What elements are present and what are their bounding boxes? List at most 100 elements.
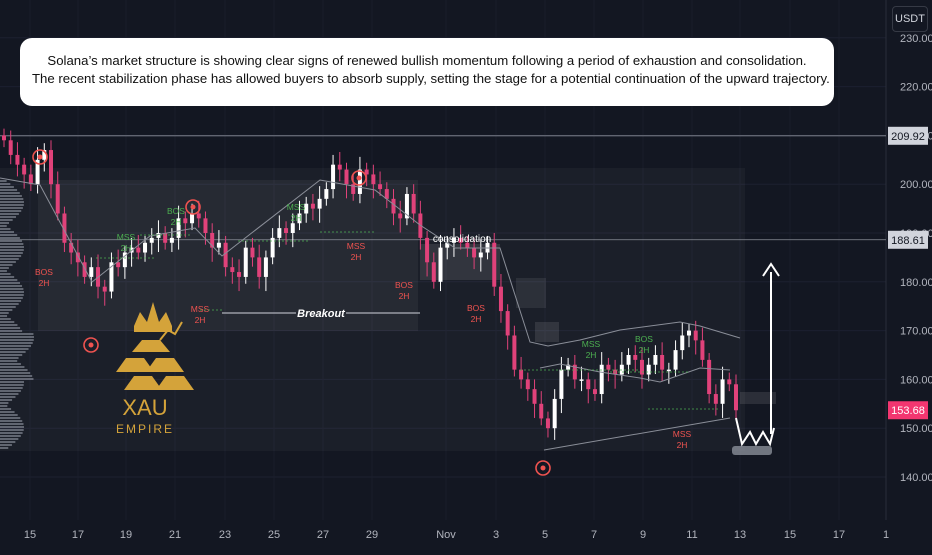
volume-bar — [0, 225, 7, 227]
crown-band — [134, 326, 172, 332]
volume-bar — [0, 216, 16, 218]
pivot-marker — [351, 170, 367, 186]
volume-bar — [0, 285, 23, 287]
candle-body — [519, 369, 524, 380]
gold-bar-icon — [146, 358, 184, 372]
candle-body — [673, 350, 678, 370]
volume-bar — [0, 249, 24, 251]
price-tag-bg — [888, 401, 928, 420]
candle-body — [122, 252, 127, 268]
volume-bar — [0, 228, 11, 230]
volume-bar — [0, 279, 18, 281]
candle-body — [606, 364, 611, 370]
pivot-marker — [32, 149, 48, 165]
volume-bar — [0, 393, 19, 395]
structure-label: MSS — [191, 304, 210, 314]
currency-button[interactable]: USDT — [892, 6, 928, 32]
callout-line-2: The recent stabilization phase has allow… — [32, 71, 830, 86]
candle-body — [492, 242, 497, 287]
candle-body — [398, 213, 403, 219]
volume-bar — [0, 417, 21, 419]
candle-body — [163, 233, 168, 243]
candle-body — [525, 379, 530, 390]
candle-body — [290, 223, 295, 233]
volume-bar — [0, 372, 31, 374]
projection-arrowhead — [762, 262, 780, 277]
candle-body — [270, 237, 275, 258]
candle-body — [539, 403, 544, 419]
consolidation-label: consolidation — [433, 234, 491, 245]
structure-label: BOS — [35, 267, 53, 277]
candle-body — [297, 213, 302, 224]
demand-box — [732, 446, 772, 455]
volume-bar — [0, 219, 13, 221]
x-tick-label: 25 — [268, 529, 280, 541]
candle-body — [263, 257, 268, 277]
x-tick-label: 27 — [317, 529, 329, 541]
candle-body — [69, 242, 74, 253]
candle-body — [337, 164, 342, 170]
volume-bar — [0, 210, 22, 212]
candle-body — [116, 262, 121, 268]
candle-body — [660, 355, 665, 370]
range-box — [38, 180, 418, 331]
rising-arrow-icon — [159, 321, 183, 341]
structure-label-tf: 2H — [195, 315, 206, 325]
volume-bar — [0, 405, 8, 407]
candle-body — [176, 218, 181, 238]
candle-body — [216, 242, 221, 248]
volume-bar — [0, 246, 24, 248]
structure-label-tf: 2H — [677, 440, 688, 450]
structure-label-tf: 2H — [399, 291, 410, 301]
structure-label-tf: 2H — [351, 252, 362, 262]
candle-body — [55, 184, 60, 214]
volume-bar — [0, 183, 11, 185]
candle-body — [143, 242, 148, 253]
callout-line-1: Solana’s market structure is showing cle… — [47, 53, 807, 68]
candle-body — [633, 355, 638, 360]
structure-label: BOS — [395, 280, 413, 290]
volume-bar — [0, 447, 9, 449]
x-tick-label: Nov — [436, 529, 456, 541]
candle-body — [545, 418, 550, 429]
candle-body — [586, 379, 591, 390]
candle-body — [190, 213, 195, 224]
projection-path — [735, 417, 775, 447]
volume-bar — [0, 252, 23, 254]
pivot-marker-dot — [540, 465, 546, 471]
candle-body — [15, 154, 20, 165]
pivot-marker — [185, 199, 201, 215]
volume-bar — [0, 363, 21, 365]
volume-bar — [0, 273, 11, 275]
candle-body — [626, 355, 631, 365]
candle-body — [230, 267, 235, 273]
volume-bar — [0, 345, 31, 347]
volume-bar — [0, 330, 23, 332]
price-axis-label: 153.68 — [888, 401, 928, 420]
analysis-callout: Solana’s market structure is showing cle… — [20, 38, 834, 106]
pivot-marker — [83, 337, 99, 353]
structure-label: BOS — [467, 303, 485, 313]
volume-bar — [0, 288, 24, 290]
candle-body — [22, 164, 27, 175]
volume-bar — [0, 411, 15, 413]
volume-bar — [0, 381, 24, 383]
x-tick-label: 11 — [686, 529, 697, 541]
y-tick-label: 160.00 — [900, 374, 932, 386]
volume-bar — [0, 348, 29, 350]
candle-body — [75, 252, 80, 263]
candle-body — [310, 203, 315, 209]
candle-body — [734, 384, 738, 411]
price-tag-bg — [888, 230, 928, 249]
logo-title: XAU — [122, 395, 167, 420]
volume-bar — [0, 342, 33, 344]
structure-label: MSS — [347, 241, 366, 251]
price-tag-text: 153.68 — [891, 405, 925, 417]
candle-body — [136, 247, 141, 253]
candle-body — [203, 218, 208, 233]
volume-bar — [0, 258, 19, 260]
pivot-marker-dot — [88, 342, 94, 348]
candle-body — [257, 257, 262, 277]
